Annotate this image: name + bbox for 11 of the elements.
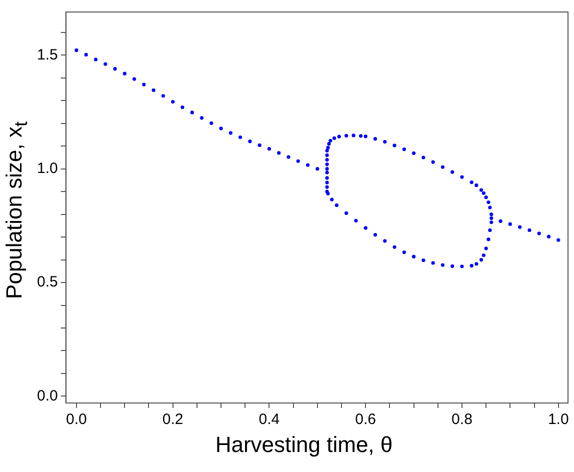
y-tick-label: 0.5 [36, 274, 58, 291]
x-tick-label: 1.0 [548, 411, 569, 428]
y-tick-label: 1.5 [36, 46, 58, 64]
x-tick-label: 0.0 [66, 411, 87, 428]
y-tick-label: 0.0 [36, 387, 58, 404]
x-tick-label: 0.2 [162, 411, 184, 428]
y-tick-label: 1.0 [36, 160, 58, 177]
x-tick-label: 0.8 [452, 411, 472, 428]
x-tick-label: 0.4 [258, 411, 280, 428]
x-axis-title: Harvesting time, θ [214, 432, 394, 458]
x-tick-label: 0.6 [355, 411, 376, 428]
